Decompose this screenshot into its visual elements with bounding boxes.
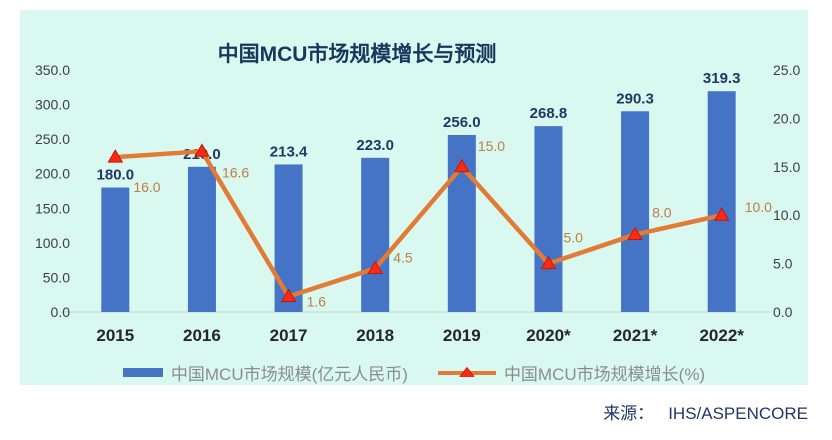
left-axis-tick-label: 100.0 (35, 235, 70, 251)
growth-marker (280, 288, 297, 303)
combo-chart: 0.0 50.0 100.0 150.0 200.0 250.0 300.0 350.0 0.0… (35, 62, 801, 345)
growth-value-label: 4.5 (393, 249, 413, 265)
growth-value-label: 1.6 (307, 294, 327, 310)
growth-value-label: 16.6 (222, 164, 249, 180)
legend-label-growth: 中国MCU市场规模增长(%) (503, 364, 706, 384)
bar-value-label: 319.3 (703, 70, 741, 87)
bar-value-label: 213.4 (270, 143, 308, 160)
x-axis-category-label: 2021* (613, 326, 658, 345)
growth-marker (627, 226, 643, 241)
triangle-marker-icon (459, 366, 475, 377)
source-caption: 来源： IHS/ASPENCORE (603, 399, 808, 424)
bar-series-swatch (122, 367, 163, 377)
bar-value-label: 180.0 (97, 167, 135, 184)
line-series-swatch (437, 365, 496, 379)
growth-marker (107, 149, 124, 163)
left-axis-tick-label: 150.0 (35, 200, 70, 216)
growth-value-label: 10.0 (745, 199, 772, 215)
source-value: IHS/ASPENCORE (668, 404, 808, 423)
x-axis-category-label: 2018 (356, 326, 394, 345)
growth-value-label: 5.0 (563, 230, 583, 246)
bar-value-label: 268.8 (530, 105, 568, 122)
bar-2016 (187, 166, 216, 312)
bar-value-label: 223.0 (356, 137, 394, 154)
right-axis-tick-label: 25.0 (773, 62, 800, 78)
chart-panel: 0.0 50.0 100.0 150.0 200.0 250.0 300.0 350.0 0.0… (20, 10, 808, 385)
chart-legend: 中国MCU市场规模(亿元人民币) 中国MCU市场规模增长(%) (20, 360, 808, 385)
chart-title: 中国MCU市场规模增长与预测 (217, 43, 497, 66)
right-axis-tick-label: 20.0 (773, 110, 800, 126)
growth-value-label: 16.0 (133, 179, 160, 195)
growth-value-label: 15.0 (478, 138, 505, 154)
growth-marker (194, 143, 210, 157)
right-axis-tick-label: 5.0 (773, 256, 793, 272)
x-axis-category-label: 2019 (443, 326, 481, 345)
right-axis-tick-label: 0.0 (773, 304, 793, 320)
x-axis-category-label: 2016 (183, 326, 221, 345)
legend-item-market-size: 中国MCU市场规模(亿元人民币) (122, 360, 408, 385)
left-axis-tick-label: 300.0 (35, 97, 70, 113)
x-axis-category-label: 2020* (526, 326, 571, 345)
bar-2020* (534, 126, 563, 312)
bar-2022* (707, 91, 736, 312)
growth-marker (453, 158, 470, 173)
left-axis-tick-label: 0.0 (51, 304, 71, 320)
legend-label-market-size: 中国MCU市场规模(亿元人民币) (170, 364, 408, 384)
x-axis-category-label: 2017 (270, 326, 308, 345)
left-axis-tick-label: 250.0 (35, 131, 70, 147)
right-axis-tick-label: 10.0 (773, 207, 800, 223)
right-axis-tick-label: 15.0 (773, 159, 800, 175)
bar-value-label: 290.3 (616, 90, 654, 107)
legend-item-growth: 中国MCU市场规模增长(%) (437, 360, 706, 385)
left-axis-tick-label: 200.0 (35, 166, 70, 182)
x-axis-category-label: 2015 (96, 326, 134, 345)
left-axis-tick-label: 50.0 (43, 269, 70, 285)
growth-line (113, 149, 724, 299)
growth-marker (367, 260, 384, 274)
x-axis-category-label: 2022* (699, 326, 744, 345)
bar-2017 (274, 164, 303, 312)
bar-2018 (361, 157, 390, 312)
source-label: 来源： (603, 404, 655, 423)
bar-value-label: 256.0 (443, 114, 481, 131)
left-axis-tick-label: 350.0 (35, 62, 70, 78)
growth-value-label: 8.0 (652, 205, 672, 221)
growth-marker (540, 255, 557, 270)
bar-2021* (621, 111, 650, 312)
bar-2015 (101, 187, 130, 312)
growth-marker (713, 207, 730, 221)
